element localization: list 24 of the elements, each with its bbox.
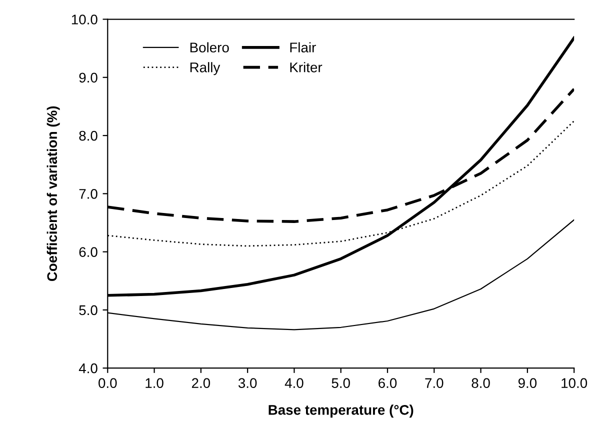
x-tick-label: 10.0	[562, 378, 588, 388]
x-tick-label: 3.0	[238, 378, 257, 388]
legend-label: Bolero	[190, 42, 229, 52]
legend-label: Kriter	[290, 62, 322, 72]
y-tick-label: 7.0	[79, 189, 98, 199]
x-tick-label: 0.0	[98, 378, 117, 388]
legend-label: Rally	[190, 62, 220, 76]
x-tick-label: 8.0	[472, 378, 490, 388]
x-tick-label: 5.0	[332, 378, 350, 388]
x-tick-label: 9.0	[518, 378, 537, 388]
x-tick-label: 6.0	[378, 378, 397, 388]
y-tick-label: 6.0	[79, 247, 98, 257]
x-axis-title: Base temperature (°C)	[268, 404, 414, 418]
y-axis-title: Coefficient of variation (%)	[46, 106, 60, 282]
y-tick-label: 9.0	[79, 72, 98, 83]
x-tick-label: 4.0	[284, 378, 304, 388]
y-tick-label: 4.0	[78, 363, 98, 374]
legend-label: Flair	[290, 42, 316, 52]
y-tick-label: 10.0	[72, 14, 98, 24]
y-tick-label: 5.0	[79, 305, 98, 316]
x-tick-label: 1.0	[146, 378, 164, 388]
x-tick-label: 2.0	[192, 378, 210, 388]
y-tick-label: 8.0	[79, 130, 98, 141]
x-tick-label: 7.0	[425, 378, 444, 388]
